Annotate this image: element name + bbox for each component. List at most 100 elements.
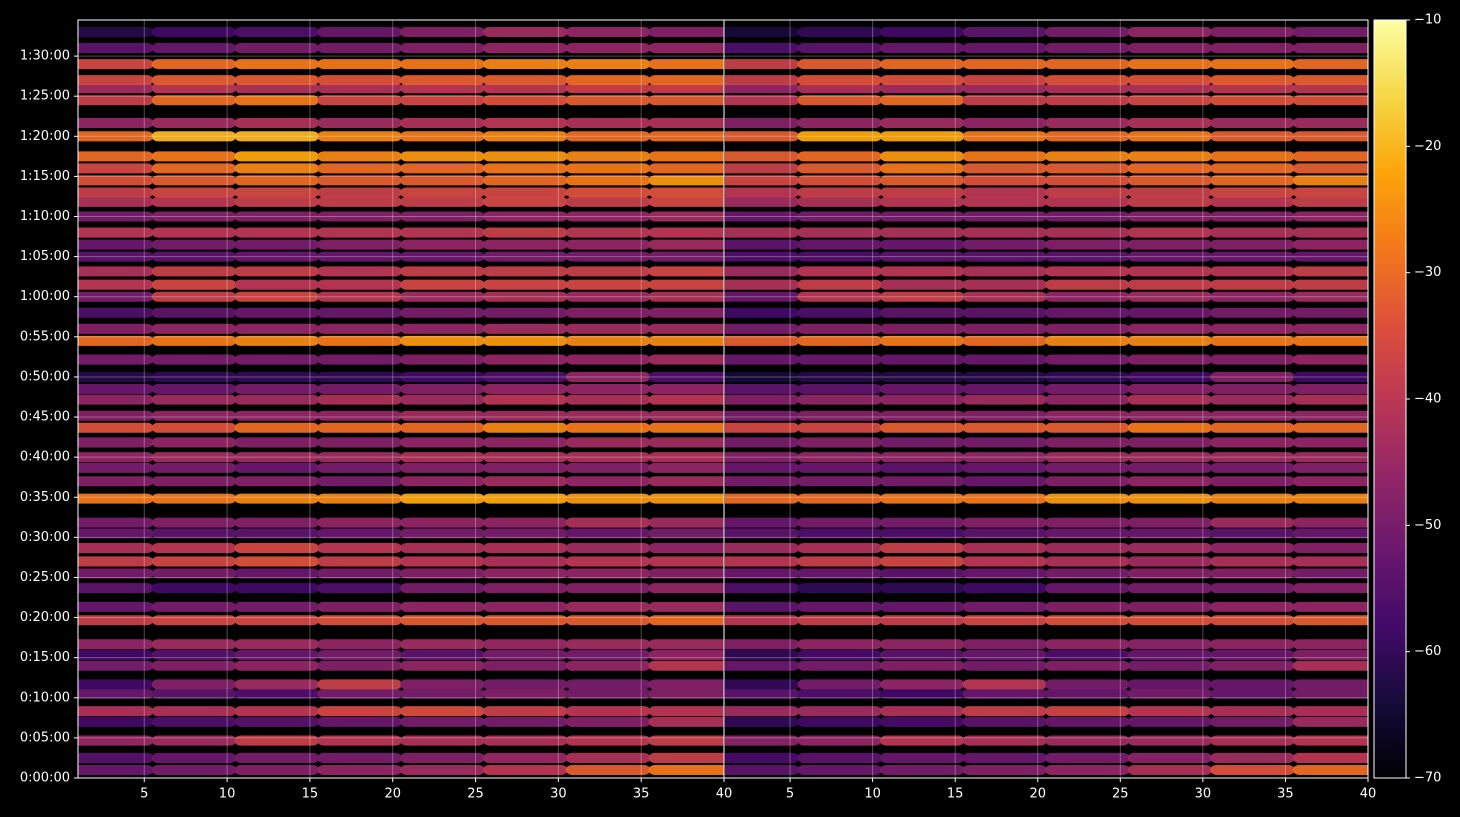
heatmap-cell: [565, 649, 651, 661]
heatmap-cell: [234, 354, 320, 365]
heatmap-cell: [317, 291, 402, 302]
heatmap-cell: [234, 211, 320, 222]
heatmap-cell: [725, 279, 800, 290]
heatmap-cell: [880, 266, 965, 277]
heatmap-cell: [234, 251, 320, 262]
heatmap-cell: [962, 422, 1047, 433]
heatmap-cell: [1045, 211, 1130, 222]
heatmap-cell: [565, 422, 651, 433]
heatmap-cell: [1045, 716, 1130, 727]
heatmap-cell: [151, 764, 237, 775]
heatmap-cell: [1127, 452, 1212, 463]
heatmap-cell: [725, 291, 800, 302]
heatmap-cell: [234, 493, 320, 504]
heatmap-cell: [725, 493, 800, 504]
heatmap-cell: [1127, 59, 1212, 70]
heatmap-cell: [962, 239, 1047, 250]
heatmap-cell: [482, 354, 568, 365]
heatmap-cell: [565, 131, 651, 142]
heatmap-cell: [648, 706, 724, 717]
heatmap-cell: [400, 568, 485, 579]
heatmap-cell: [565, 335, 651, 346]
heatmap-cell: [880, 660, 965, 671]
heatmap-cell: [725, 75, 800, 86]
heatmap-cell: [725, 227, 800, 238]
heatmap-cell: [482, 95, 568, 106]
heatmap-cell: [1127, 323, 1212, 334]
heatmap-cell: [1127, 307, 1212, 318]
heatmap-cell: [725, 639, 800, 650]
heatmap-cell: [482, 187, 568, 198]
heatmap-cell: [482, 517, 568, 528]
heatmap-cell: [1292, 639, 1368, 650]
heatmap-cell: [648, 117, 724, 128]
y-tick-label: 0:05:00: [20, 730, 70, 745]
heatmap-cell: [880, 196, 965, 207]
heatmap-cell: [648, 752, 724, 763]
heatmap-cell: [1210, 583, 1295, 594]
heatmap-cell: [1292, 95, 1368, 106]
heatmap-cell: [725, 649, 800, 661]
heatmap-cell: [565, 175, 651, 186]
heatmap-cell: [880, 556, 965, 567]
heatmap-cell: [725, 437, 800, 448]
heatmap-cell: [78, 354, 154, 365]
heatmap-cell: [1210, 493, 1295, 504]
heatmap-cell: [1210, 517, 1295, 528]
heatmap-cell: [962, 517, 1047, 528]
heatmap-cell: [317, 688, 402, 699]
heatmap-cell: [565, 528, 651, 539]
heatmap-cell: [880, 383, 965, 394]
heatmap-cell: [725, 251, 800, 262]
heatmap-cell: [78, 556, 154, 567]
heatmap-cell: [317, 187, 402, 198]
heatmap-cell: [151, 227, 237, 238]
heatmap-cell: [1127, 394, 1212, 405]
heatmap-cell: [1045, 422, 1130, 433]
y-tick-label: 1:30:00: [20, 49, 70, 64]
heatmap-cell: [797, 163, 882, 174]
heatmap-cell: [725, 187, 800, 198]
heatmap-cell: [151, 163, 237, 174]
heatmap-cell: [880, 394, 965, 405]
heatmap-cell: [880, 493, 965, 504]
heatmap-cell: [725, 95, 800, 106]
heatmap-cell: [565, 568, 651, 579]
heatmap-cell: [797, 291, 882, 302]
heatmap-cell: [1045, 131, 1130, 142]
heatmap-cell: [565, 688, 651, 699]
heatmap-cell: [317, 422, 402, 433]
y-tick-label: 0:10:00: [20, 690, 70, 705]
heatmap-cell: [317, 706, 402, 717]
heatmap-cell: [78, 27, 154, 38]
heatmap-cell: [482, 493, 568, 504]
heatmap-cell: [400, 131, 485, 142]
heatmap-cell: [797, 462, 882, 473]
heatmap-cell: [317, 335, 402, 346]
heatmap-cell: [317, 279, 402, 290]
heatmap-cell: [482, 59, 568, 70]
heatmap-cell: [1045, 679, 1130, 690]
heatmap-cell: [317, 476, 402, 487]
heatmap-cell: [78, 307, 154, 318]
heatmap-cell: [797, 735, 882, 746]
heatmap-cell: [234, 476, 320, 487]
heatmap-cell: [1292, 493, 1368, 504]
heatmap-cell: [482, 601, 568, 612]
heatmap-cell: [648, 410, 724, 421]
y-tick-label: 0:20:00: [20, 610, 70, 625]
heatmap-cell: [234, 323, 320, 334]
heatmap-cell: [565, 452, 651, 463]
heatmap-cell: [1210, 335, 1295, 346]
heatmap-cell: [725, 354, 800, 365]
heatmap-cell: [725, 394, 800, 405]
heatmap-cell: [482, 716, 568, 727]
y-tick-label: 0:45:00: [20, 410, 70, 425]
heatmap-cell: [234, 95, 320, 106]
heatmap-cell: [648, 735, 724, 746]
heatmap-cell: [880, 583, 965, 594]
heatmap-cell: [1292, 59, 1368, 70]
heatmap-cell: [565, 476, 651, 487]
heatmap-cell: [78, 452, 154, 463]
